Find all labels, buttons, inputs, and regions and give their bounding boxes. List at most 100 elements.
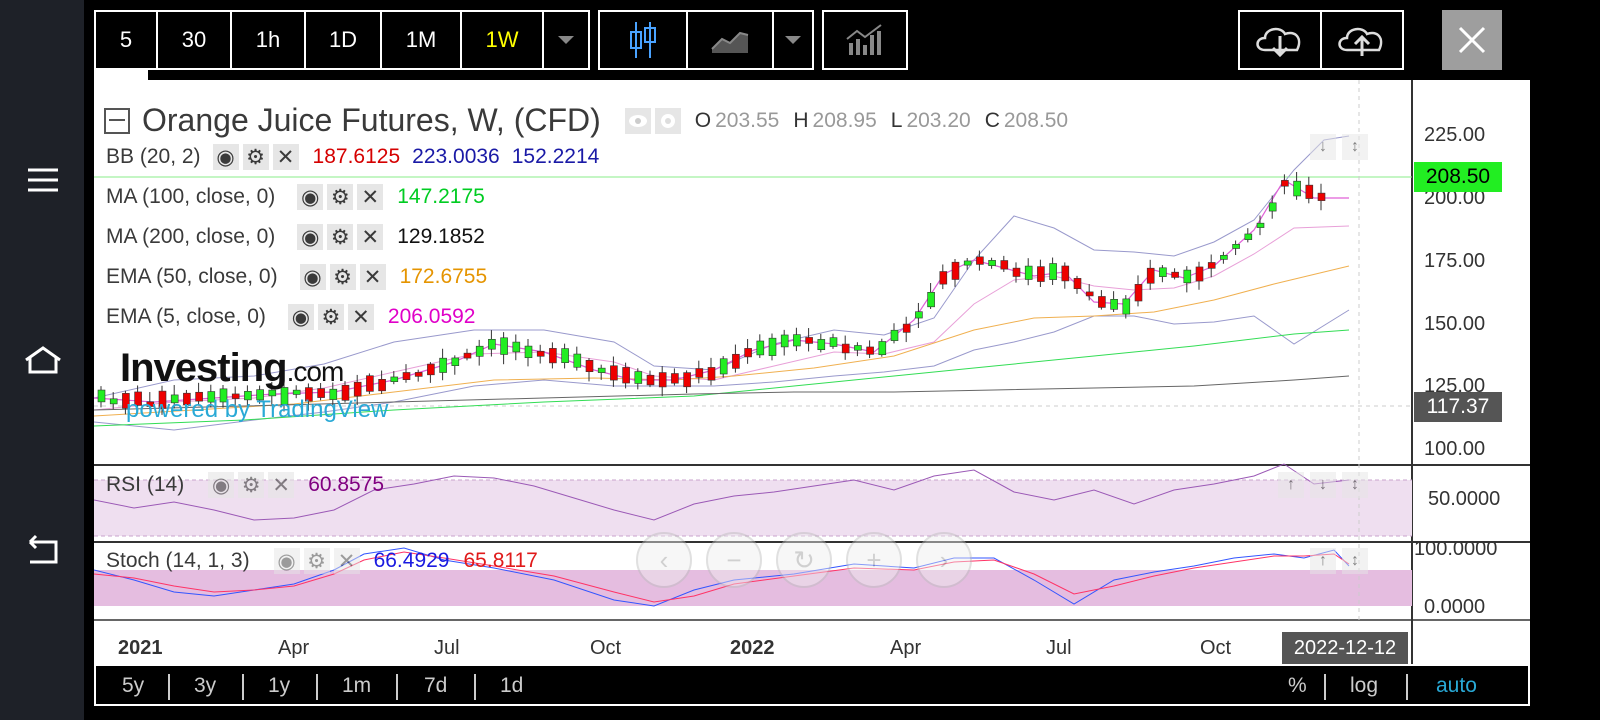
arrow-up-icon[interactable]: ↑ — [1310, 548, 1336, 574]
candlestick — [695, 360, 704, 384]
close-icon[interactable]: ✕ — [347, 304, 374, 330]
gear-icon[interactable]: ⚙ — [242, 144, 269, 170]
eye-icon[interactable]: ◉ — [299, 264, 326, 290]
arrow-updown-icon[interactable]: ↕ — [1342, 472, 1368, 498]
crosshair-date-tag: 2022-12-12 — [1282, 632, 1408, 664]
close-icon[interactable]: ✕ — [357, 224, 384, 250]
eye-icon[interactable]: ◉ — [212, 144, 239, 170]
eye-icon[interactable] — [624, 107, 651, 134]
gear-icon[interactable]: ⚙ — [327, 184, 354, 210]
eye-icon[interactable]: ◉ — [273, 548, 300, 574]
chart-canvas[interactable] — [94, 80, 1530, 664]
candlestick — [890, 323, 899, 344]
price-axis-label: 225.00 — [1424, 124, 1486, 146]
ohlc-low-label: L — [890, 108, 903, 132]
indicators-button[interactable] — [824, 12, 906, 68]
percent-scale-button[interactable]: % — [1288, 674, 1307, 697]
close-icon[interactable]: ✕ — [268, 472, 295, 498]
auto-scale-button[interactable]: auto — [1436, 674, 1477, 697]
candlestick — [1268, 195, 1277, 219]
interval-1d-button[interactable]: 1D — [306, 12, 382, 68]
menu-icon[interactable] — [18, 160, 68, 200]
interval-dropdown-button[interactable] — [544, 12, 588, 68]
chart-area[interactable]: Orange Juice Futures, W, (CFD) O 203.55 … — [94, 80, 1530, 664]
price-axis-label: 100.00 — [1424, 438, 1486, 460]
range-3y-button[interactable]: 3y — [194, 674, 217, 697]
eye-icon[interactable]: ◉ — [208, 472, 235, 498]
range-separator — [396, 674, 398, 700]
candlestick-chart-button[interactable] — [600, 12, 688, 68]
candlestick — [97, 386, 106, 408]
arrow-updown-icon[interactable]: ↕ — [1342, 548, 1368, 574]
range-1m-button[interactable]: 1m — [342, 674, 372, 697]
range-7d-button[interactable]: 7d — [424, 674, 448, 697]
chart-type-dropdown-button[interactable] — [774, 12, 812, 68]
gear-icon[interactable]: ⚙ — [329, 264, 356, 290]
arrow-down-icon[interactable]: ↓ — [1310, 472, 1336, 498]
zoom-out-icon[interactable]: − — [706, 532, 762, 588]
cloud-download-button[interactable] — [1240, 12, 1322, 68]
interval-30-button[interactable]: 30 — [158, 12, 232, 68]
log-scale-button[interactable]: log — [1350, 674, 1379, 697]
candlestick — [207, 384, 216, 408]
crosshair-price-tag: 117.37 — [1414, 392, 1502, 422]
time-axis-label: Apr — [278, 637, 310, 659]
ohlc-high-label: H — [793, 108, 809, 132]
range-5y-button[interactable]: 5y — [122, 674, 145, 697]
eye-icon[interactable]: ◉ — [287, 304, 314, 330]
candlestick — [951, 259, 960, 287]
candlestick — [732, 344, 740, 373]
gear-icon[interactable]: ⚙ — [238, 472, 265, 498]
candlestick — [1171, 268, 1179, 280]
close-icon[interactable]: ✕ — [333, 548, 360, 574]
eye-icon[interactable]: ◉ — [297, 184, 324, 210]
current-price-tag: 208.50 — [1414, 162, 1502, 192]
gear-icon[interactable]: ⚙ — [317, 304, 344, 330]
scroll-left-icon[interactable]: ‹ — [636, 532, 692, 588]
indicator-name: MA (200, close, 0) — [106, 225, 276, 248]
interval-1h-button[interactable]: 1h — [232, 12, 306, 68]
close-icon[interactable]: ✕ — [359, 264, 386, 290]
area-chart-icon — [711, 31, 749, 53]
gear-icon[interactable] — [654, 107, 681, 134]
bb-upper-line — [94, 135, 1350, 399]
range-separator — [242, 674, 244, 700]
ohlc-close: 208.50 — [1003, 108, 1069, 132]
candlestick — [231, 386, 240, 406]
interval-1w-button[interactable]: 1W — [462, 12, 544, 68]
arrow-up-icon[interactable]: ↑ — [1278, 472, 1304, 498]
candlestick — [1061, 262, 1070, 289]
range-1y-button[interactable]: 1y — [268, 674, 291, 697]
close-icon[interactable]: ✕ — [272, 144, 299, 170]
zoom-in-icon[interactable]: + — [846, 532, 902, 588]
collapse-legend-icon[interactable] — [104, 107, 130, 134]
candlestick — [305, 383, 313, 411]
candlestick — [988, 257, 996, 269]
interval-1m-button[interactable]: 1M — [382, 12, 462, 68]
area-chart-button[interactable] — [688, 12, 774, 68]
candlestick — [1146, 259, 1155, 290]
home-icon[interactable] — [18, 340, 68, 380]
gear-icon[interactable]: ⚙ — [303, 548, 330, 574]
back-icon[interactable] — [18, 530, 68, 570]
scroll-right-icon[interactable]: › — [916, 532, 972, 588]
close-button[interactable] — [1442, 10, 1502, 70]
candlestick — [683, 370, 691, 394]
arrow-down-icon[interactable]: ↓ — [1310, 134, 1336, 160]
candlestick — [366, 373, 374, 395]
close-icon[interactable]: ✕ — [357, 184, 384, 210]
cloud-upload-button[interactable] — [1322, 12, 1402, 68]
candlestick — [866, 340, 874, 359]
eye-icon[interactable]: ◉ — [297, 224, 324, 250]
candlestick — [1012, 262, 1021, 283]
candlestick — [707, 357, 716, 386]
reset-icon[interactable]: ↻ — [776, 532, 832, 588]
arrow-updown-icon[interactable]: ↕ — [1342, 134, 1368, 160]
interval-5-button[interactable]: 5 — [96, 12, 158, 68]
toolbar-collapse-tab[interactable] — [94, 70, 148, 80]
candlestick — [902, 316, 911, 343]
gear-icon[interactable]: ⚙ — [327, 224, 354, 250]
candlestick — [1244, 228, 1253, 243]
candlestick — [1207, 254, 1216, 278]
range-1d-button[interactable]: 1d — [500, 674, 524, 697]
